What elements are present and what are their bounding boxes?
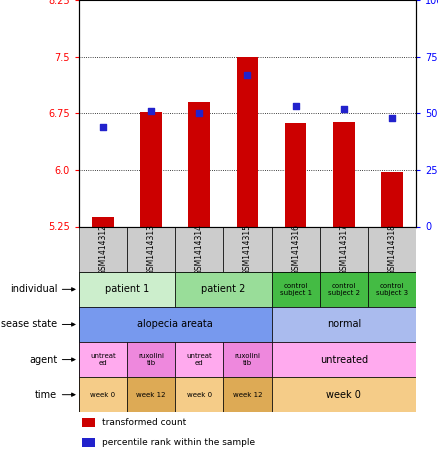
Bar xyxy=(272,377,416,412)
Bar xyxy=(127,226,175,272)
Bar xyxy=(223,226,272,272)
Text: GSM1414316: GSM1414316 xyxy=(291,224,300,275)
Text: control
subject 1: control subject 1 xyxy=(279,283,312,296)
Text: week 12: week 12 xyxy=(233,392,262,398)
Bar xyxy=(175,226,223,272)
Text: time: time xyxy=(35,390,57,400)
Text: patient 1: patient 1 xyxy=(105,284,149,294)
Bar xyxy=(79,377,127,412)
Bar xyxy=(92,217,114,226)
Point xyxy=(99,123,106,130)
Text: transformed count: transformed count xyxy=(102,418,187,427)
Text: percentile rank within the sample: percentile rank within the sample xyxy=(102,439,256,447)
Bar xyxy=(79,307,272,342)
Text: alopecia areata: alopecia areata xyxy=(138,319,213,329)
Text: week 0: week 0 xyxy=(187,392,212,398)
Bar xyxy=(368,272,416,307)
Text: GSM1414318: GSM1414318 xyxy=(388,224,396,275)
Bar xyxy=(285,123,307,226)
Bar xyxy=(79,342,127,377)
Bar xyxy=(320,226,368,272)
Point xyxy=(196,110,203,117)
Text: GSM1414313: GSM1414313 xyxy=(147,224,155,275)
Point xyxy=(340,105,347,112)
Text: untreat
ed: untreat ed xyxy=(90,353,116,366)
Bar xyxy=(368,226,416,272)
Bar xyxy=(127,377,175,412)
Text: patient 2: patient 2 xyxy=(201,284,246,294)
Text: untreat
ed: untreat ed xyxy=(187,353,212,366)
Bar xyxy=(188,102,210,226)
Bar xyxy=(140,112,162,226)
Text: control
subject 2: control subject 2 xyxy=(328,283,360,296)
Bar xyxy=(79,226,127,272)
Text: week 0: week 0 xyxy=(90,392,116,398)
Bar xyxy=(175,342,223,377)
Bar xyxy=(237,57,258,226)
Text: ruxolini
tib: ruxolini tib xyxy=(138,353,164,366)
Bar xyxy=(381,172,403,226)
Text: agent: agent xyxy=(29,355,57,365)
Bar xyxy=(79,272,175,307)
Bar xyxy=(82,418,95,427)
Point xyxy=(148,107,155,115)
Text: control
subject 3: control subject 3 xyxy=(376,283,408,296)
Text: untreated: untreated xyxy=(320,355,368,365)
Text: GSM1414314: GSM1414314 xyxy=(195,224,204,275)
Bar xyxy=(272,226,320,272)
Bar xyxy=(320,272,368,307)
Bar xyxy=(333,121,355,226)
Bar xyxy=(82,439,95,447)
Bar xyxy=(272,307,416,342)
Text: individual: individual xyxy=(10,284,57,294)
Text: disease state: disease state xyxy=(0,319,57,329)
Text: ruxolini
tib: ruxolini tib xyxy=(234,353,261,366)
Text: GSM1414317: GSM1414317 xyxy=(339,224,348,275)
Bar xyxy=(175,272,272,307)
Text: week 0: week 0 xyxy=(326,390,361,400)
Bar xyxy=(272,272,320,307)
Bar xyxy=(223,342,272,377)
Bar xyxy=(272,342,416,377)
Text: week 12: week 12 xyxy=(136,392,166,398)
Point xyxy=(292,103,299,110)
Bar xyxy=(223,377,272,412)
Text: GSM1414315: GSM1414315 xyxy=(243,224,252,275)
Text: normal: normal xyxy=(327,319,361,329)
Text: GSM1414312: GSM1414312 xyxy=(99,224,107,275)
Bar xyxy=(127,342,175,377)
Point xyxy=(389,114,396,121)
Bar xyxy=(175,377,223,412)
Point xyxy=(244,71,251,78)
